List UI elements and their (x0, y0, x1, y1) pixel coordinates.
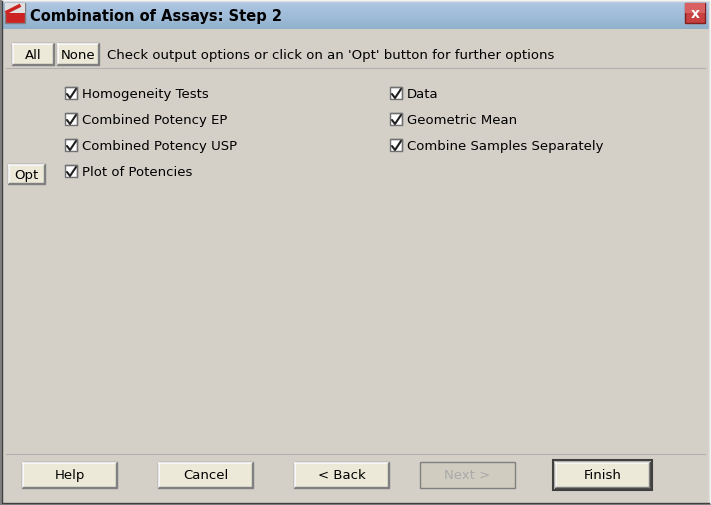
Text: x: x (690, 7, 700, 21)
Bar (22, 462, 117, 488)
Bar (390, 114, 402, 126)
Text: Cancel: Cancel (183, 469, 228, 482)
Bar (12, 44, 54, 66)
Text: Homogeneity Tests: Homogeneity Tests (82, 87, 209, 100)
Text: Combined Potency USP: Combined Potency USP (82, 139, 237, 152)
Bar (553, 460, 652, 490)
Text: Combination of Assays: Step 2: Combination of Assays: Step 2 (30, 9, 282, 23)
Bar (2, 11, 709, 12)
Bar (2, 29, 709, 30)
Bar (2, 24, 709, 25)
Text: Plot of Potencies: Plot of Potencies (82, 165, 193, 178)
Bar (555, 462, 650, 488)
Bar (65, 140, 77, 152)
Bar (2, 4, 709, 5)
Bar (390, 88, 402, 100)
Bar (2, 18, 709, 19)
Bar (158, 462, 253, 488)
Bar (2, 10, 709, 11)
Text: Geometric Mean: Geometric Mean (407, 113, 517, 126)
Bar (8, 165, 45, 185)
Text: Finish: Finish (584, 469, 621, 482)
Bar (420, 462, 515, 488)
Bar (65, 166, 77, 178)
Bar (2, 2, 709, 3)
Bar (294, 462, 389, 488)
Bar (2, 26, 709, 27)
Bar (65, 114, 77, 126)
Bar (2, 14, 709, 15)
Text: Next >: Next > (444, 469, 491, 482)
Bar (2, 23, 709, 24)
Bar (12, 44, 54, 66)
Bar (65, 88, 77, 100)
Bar (390, 140, 402, 152)
Bar (2, 28, 709, 29)
Bar (2, 16, 709, 17)
Bar (2, 5, 709, 6)
Text: < Back: < Back (318, 469, 365, 482)
Bar (158, 462, 253, 488)
Bar (390, 88, 402, 100)
Bar (685, 4, 705, 24)
Bar (420, 462, 515, 488)
Bar (2, 12, 709, 13)
Bar (2, 21, 709, 22)
Bar (2, 13, 709, 14)
Bar (390, 140, 402, 152)
Bar (390, 114, 402, 126)
Text: None: None (60, 48, 95, 62)
Bar (57, 44, 99, 66)
Text: Data: Data (407, 87, 439, 100)
Bar (685, 4, 705, 14)
Bar (2, 9, 709, 10)
Text: All: All (25, 48, 41, 62)
Bar (2, 22, 709, 23)
Bar (65, 114, 77, 126)
Bar (555, 462, 650, 488)
Bar (2, 17, 709, 18)
Bar (2, 27, 709, 28)
Bar (8, 165, 45, 185)
Bar (22, 462, 117, 488)
Bar (2, 8, 709, 9)
Text: Help: Help (54, 469, 85, 482)
Bar (65, 88, 77, 100)
Bar (57, 44, 99, 66)
Bar (65, 140, 77, 152)
Bar (65, 166, 77, 178)
Bar (2, 15, 709, 16)
Bar (294, 462, 389, 488)
Bar (2, 25, 709, 26)
Bar (2, 20, 709, 21)
Bar (5, 4, 25, 14)
Text: Combined Potency EP: Combined Potency EP (82, 113, 228, 126)
Bar (2, 19, 709, 20)
Text: Check output options or click on an 'Opt' button for further options: Check output options or click on an 'Opt… (107, 48, 555, 62)
Text: Opt: Opt (14, 168, 38, 181)
Bar (5, 4, 25, 24)
Text: Combine Samples Separately: Combine Samples Separately (407, 139, 604, 152)
Bar (2, 6, 709, 7)
Bar (2, 3, 709, 4)
Bar (2, 7, 709, 8)
